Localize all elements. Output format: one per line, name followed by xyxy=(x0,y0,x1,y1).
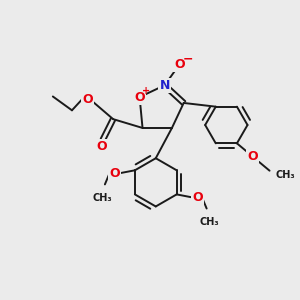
Text: O: O xyxy=(247,150,258,163)
Text: O: O xyxy=(134,91,145,103)
Text: O: O xyxy=(82,93,93,106)
Text: O: O xyxy=(192,191,202,204)
Text: O: O xyxy=(174,58,184,71)
Text: O: O xyxy=(109,167,120,180)
Text: O: O xyxy=(96,140,107,153)
Text: N: N xyxy=(159,79,170,92)
Text: CH₃: CH₃ xyxy=(199,217,219,227)
Text: −: − xyxy=(182,53,193,66)
Text: CH₃: CH₃ xyxy=(93,193,112,202)
Text: +: + xyxy=(142,85,150,96)
Text: CH₃: CH₃ xyxy=(275,169,295,179)
